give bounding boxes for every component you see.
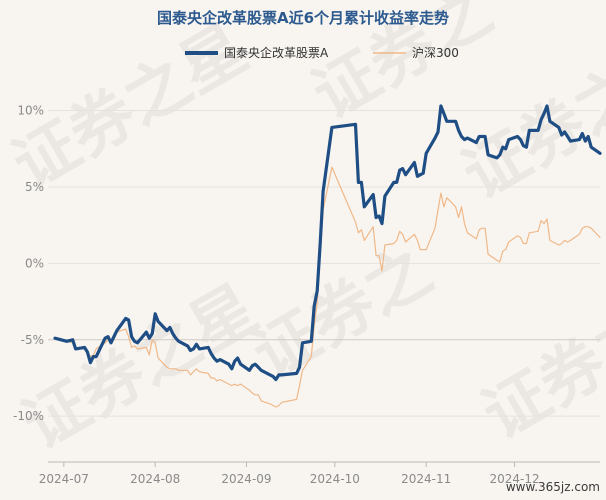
watermark-text: 证券之 bbox=[241, 234, 444, 394]
y-tick-label: 10% bbox=[17, 104, 44, 118]
series-layer bbox=[53, 104, 602, 408]
x-axis: 2024-07 2024-08 2024-09 2024-10 2024-11 2024-… bbox=[39, 461, 600, 486]
x-tick-label: 2024-09 bbox=[221, 472, 271, 486]
legend: 国泰央企改革股票A 沪深300 bbox=[185, 45, 459, 60]
y-tick-label: -5% bbox=[21, 333, 44, 347]
watermark-layer: 证券之星 证券之星 证券之 证券之 证券之星 证券之 bbox=[1, 0, 606, 464]
y-axis: 10% 5% 0% -5% -10% bbox=[13, 104, 44, 424]
x-tick-label: 2024-11 bbox=[401, 472, 451, 486]
x-tick-label: 2024-10 bbox=[310, 472, 360, 486]
series-line-fund bbox=[53, 104, 602, 382]
legend-label-index: 沪深300 bbox=[412, 46, 459, 60]
x-tick-label: 2024-07 bbox=[39, 472, 89, 486]
chart-title: 国泰央企改革股票A近6个月累计收益率走势 bbox=[157, 9, 449, 27]
x-tick-label: 2024-12 bbox=[489, 472, 539, 486]
watermark-text: 证券之星 bbox=[471, 262, 606, 454]
y-tick-label: -10% bbox=[13, 409, 44, 423]
y-tick-label: 5% bbox=[25, 180, 44, 194]
y-tick-label: 0% bbox=[25, 256, 44, 270]
legend-label-fund: 国泰央企改革股票A bbox=[224, 45, 329, 60]
site-url-label: www.365jz.com bbox=[506, 480, 600, 494]
x-tick-label: 2024-08 bbox=[130, 472, 180, 486]
